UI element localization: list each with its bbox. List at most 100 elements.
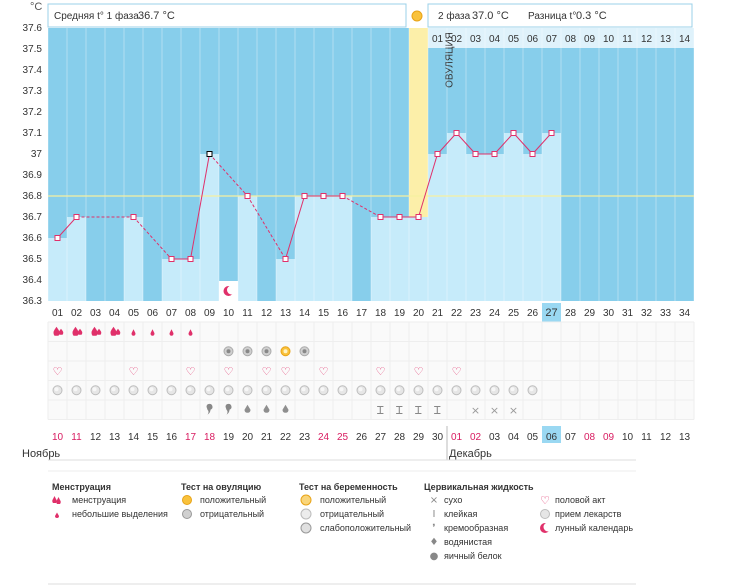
temperature-point [510, 130, 517, 136]
ovulation-test-icon-core [226, 349, 231, 354]
cycle-day-label: 15 [318, 308, 330, 319]
cycle-day-label: 27 [545, 307, 557, 319]
legend-item: положительный [200, 495, 266, 505]
medication-icon-shine [149, 387, 154, 392]
watery-legend-icon: ♦ [430, 537, 439, 548]
phase2-day-label: 11 [622, 34, 633, 45]
calendar-date-label: 23 [299, 432, 311, 443]
y-tick-label: 37.1 [23, 128, 43, 139]
menstruation-icon [72, 326, 79, 336]
y-tick-label: 36.5 [23, 254, 43, 265]
phase2-label: 2 фаза [438, 10, 471, 22]
medication-icon-shine [320, 387, 325, 392]
cycle-day-label: 08 [185, 308, 197, 319]
calendar-date-label: 03 [489, 432, 501, 443]
temperature-bar [485, 154, 504, 301]
cycle-day-label: 28 [565, 308, 577, 319]
temperature-bar [48, 238, 67, 301]
watery-fluid-icon [244, 404, 251, 413]
today-date-marker [542, 426, 561, 443]
calendar-date-label: 28 [394, 432, 406, 443]
temperature-bar [162, 259, 181, 301]
calendar-dates-row: 10 11 12 13 14 15 16 17 18 19 20 21 22 23 24 25 26 27 28 29… [22, 426, 690, 585]
sun-icon [411, 10, 423, 22]
intercourse-legend-icon: ♡ [540, 494, 550, 507]
menstruation-icon [110, 326, 117, 336]
cycle-day-label: 21 [432, 308, 444, 319]
temperature-line-segment [437, 132, 457, 155]
phase2-day-label: 02 [451, 34, 463, 45]
temperature-line-segment [342, 195, 381, 218]
pregnancy-negative-legend-icon [300, 508, 312, 520]
y-tick-label: 37.6 [23, 23, 43, 34]
calendar-date-label: 22 [280, 432, 292, 443]
temperature-bar [67, 217, 86, 301]
cycle-day-label: 24 [489, 308, 501, 319]
menstruation-icon [53, 326, 60, 336]
calendar-date-label: 16 [166, 432, 178, 443]
intercourse-heart-icon: ♡ [129, 365, 139, 378]
temperature-point [396, 214, 403, 220]
temperature-bar [371, 217, 390, 301]
medication-icon-shine [111, 387, 116, 392]
temperature-line-segment [209, 153, 248, 197]
temperature-line-segment [190, 153, 210, 260]
legend-item: яичный белок [444, 551, 502, 561]
cycle-day-label: 03 [90, 308, 102, 319]
legend-item: слабоположительный [320, 523, 411, 533]
calendar-date-label: 09 [603, 432, 615, 443]
y-tick-label: 36.3 [23, 296, 43, 307]
calendar-date-label: 21 [261, 432, 273, 443]
month-label: Ноябрь [22, 448, 60, 460]
cycle-days-row: 01 02 03 04 05 06 07 08 09 10 11 12 13 14 15 16 17 18 19 20… [52, 303, 690, 322]
spotting-icon [131, 329, 136, 336]
y-unit-label: °C [30, 1, 42, 13]
medication-icon-shine [168, 387, 173, 392]
calendar-date-label: 01 [451, 432, 463, 443]
cycle-day-label: 12 [261, 308, 273, 319]
temperature-point [491, 151, 498, 157]
temperature-point [206, 151, 213, 157]
moon-icon-cut [227, 285, 236, 295]
cycle-day-label: 01 [52, 308, 64, 319]
cycle-day-label: 07 [166, 308, 178, 319]
phase2-day-label: 04 [489, 34, 501, 45]
legend-item: клейкая [444, 509, 477, 519]
legend-item: отрицательный [320, 509, 384, 519]
dry-legend-icon: × [430, 495, 438, 506]
cycle-day-label: 20 [413, 308, 425, 319]
temperature-line-segment [494, 132, 514, 155]
medication-icon-shine [434, 387, 439, 392]
cycle-day-label: 09 [204, 308, 216, 319]
phase2-day-label: 05 [508, 34, 520, 45]
calendar-date-label: 20 [242, 432, 254, 443]
header: °C Средняя t° 1 фаза 36.7 °C 2 фаза 37.0… [30, 1, 693, 28]
calendar-date-label: 24 [318, 432, 330, 443]
ovulation-test-icon-core [302, 349, 307, 354]
menstruation-icon [91, 326, 98, 336]
intercourse-heart-icon: ♡ [281, 365, 291, 378]
temperature-bar [523, 154, 542, 301]
egg-white-legend-icon: ● [430, 551, 439, 562]
spotting-icon [169, 329, 174, 336]
temperature-line-segment [456, 132, 476, 155]
phase1-value: 36.7 °C [138, 10, 175, 22]
phase2-day-label: 14 [679, 34, 691, 45]
calendar-date-label: 10 [52, 432, 64, 443]
temperature-point [168, 256, 175, 262]
temperature-bar [390, 217, 409, 301]
cycle-day-label: 31 [622, 308, 634, 319]
month-label: Декабрь [449, 448, 492, 460]
calendar-date-label: 12 [90, 432, 102, 443]
menstruation-icon [96, 328, 102, 335]
cycle-day-label: 05 [128, 308, 140, 319]
intercourse-heart-icon: ♡ [53, 365, 63, 378]
plot-area: 01 02 03 04 05 06 07 08 09 10 11 12 13 14 ОВУЛЯЦИЯ [47, 28, 695, 301]
medication-icon-shine [187, 387, 192, 392]
temperature-point [54, 235, 61, 241]
medication-icon-shine [92, 387, 97, 392]
calendar-date-label: 10 [622, 432, 634, 443]
pregnancy-positive-legend-icon [300, 494, 312, 506]
cycle-day-label: 14 [299, 308, 311, 319]
medication-icon-shine [339, 387, 344, 392]
